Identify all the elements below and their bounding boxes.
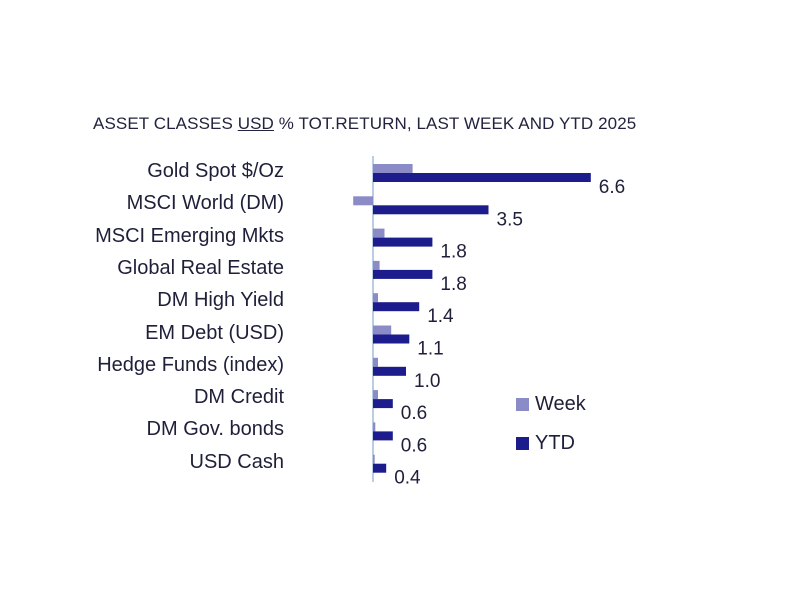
- category-label: MSCI World (DM): [126, 192, 284, 215]
- bar-ytd: [373, 173, 591, 182]
- bar-week: [373, 260, 380, 270]
- bar-ytd: [373, 302, 420, 312]
- data-label-ytd: 1.4: [427, 306, 454, 327]
- data-label-ytd: 0.6: [401, 435, 427, 456]
- chart-title: ASSET CLASSES USD % TOT.RETURN, LAST WEE…: [93, 114, 636, 134]
- bar-week: [373, 293, 378, 303]
- title-prefix: ASSET CLASSES: [93, 114, 238, 133]
- bar-ytd: [373, 463, 387, 473]
- legend-week-label: Week: [535, 393, 586, 415]
- bar-ytd: [373, 269, 433, 279]
- data-label-ytd: 1.8: [440, 274, 466, 295]
- legend-ytd: YTD: [516, 432, 575, 455]
- legend-week-swatch: [516, 398, 529, 411]
- bar-week: [373, 357, 378, 367]
- category-label: Hedge Funds (index): [97, 353, 284, 376]
- data-label-ytd: 0.6: [401, 403, 427, 424]
- bar-ytd: [373, 399, 393, 409]
- bar-week: [373, 325, 392, 335]
- bar-week: [373, 228, 385, 238]
- data-label-ytd: 0.4: [394, 468, 421, 489]
- bar-week: [353, 196, 373, 206]
- bar-ytd: [373, 366, 406, 376]
- bar-week: [373, 454, 375, 464]
- title-currency: USD: [237, 114, 274, 133]
- category-label: Global Real Estate: [117, 256, 284, 279]
- category-label: MSCI Emerging Mkts: [95, 224, 284, 247]
- data-label-ytd: 6.6: [599, 177, 625, 198]
- legend-ytd-swatch: [516, 437, 529, 450]
- bar-ytd: [373, 431, 393, 441]
- category-label: DM Credit: [193, 386, 284, 409]
- category-label: USD Cash: [189, 450, 284, 473]
- bar-ytd: [373, 334, 410, 344]
- bar-week: [373, 422, 376, 432]
- bar-ytd: [373, 205, 489, 215]
- bar-ytd: [373, 237, 433, 247]
- category-label: DM High Yield: [157, 289, 284, 312]
- data-label-ytd: 3.5: [497, 209, 523, 230]
- data-label-ytd: 1.1: [417, 339, 443, 360]
- legend-week: Week: [516, 393, 586, 416]
- category-label: Gold Spot $/Oz: [147, 160, 284, 182]
- data-label-ytd: 1.0: [414, 371, 440, 392]
- category-labels: Gold Spot $/Oz MSCI World (DM) MSCI Emergi…: [90, 150, 286, 490]
- legend-ytd-label: YTD: [535, 432, 575, 454]
- data-label-ytd: 1.8: [440, 242, 466, 263]
- category-label: EM Debt (USD): [145, 321, 284, 344]
- bar-week: [373, 390, 378, 400]
- bar-week: [373, 164, 413, 173]
- title-suffix: % TOT.RETURN, LAST WEEK AND YTD 2025: [273, 114, 637, 133]
- category-label: DM Gov. bonds: [146, 418, 284, 441]
